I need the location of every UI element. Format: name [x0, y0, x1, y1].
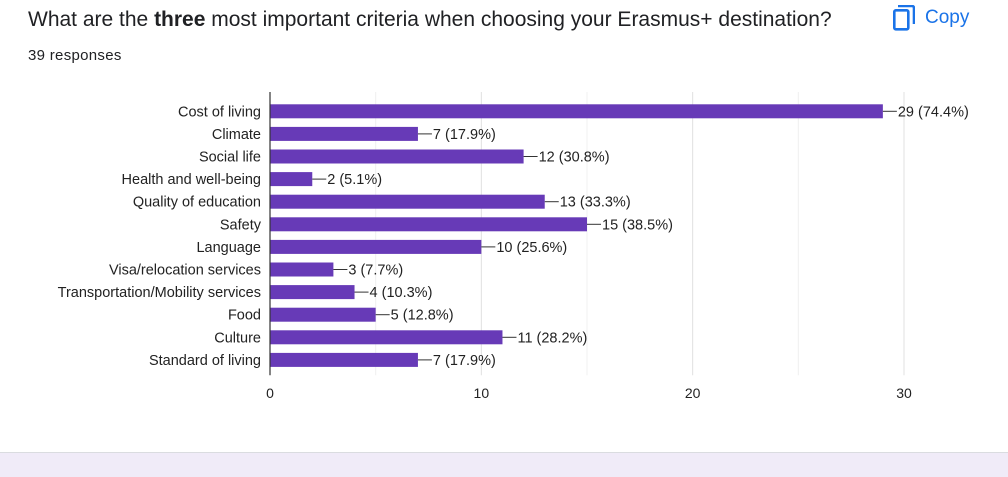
bar-9	[270, 285, 355, 300]
bar-10	[270, 307, 376, 322]
x-tick-label: 20	[685, 385, 701, 401]
question-text-suffix: most important criteria when choosing yo…	[205, 8, 832, 31]
copy-label: Copy	[925, 7, 970, 28]
next-card-edge	[0, 452, 1008, 477]
bar-6	[270, 217, 587, 232]
bar-5	[270, 194, 545, 209]
data-label: 3 (7.7%)	[348, 263, 403, 279]
category-label: Safety	[220, 217, 262, 233]
category-label: Visa/relocation services	[109, 263, 261, 279]
data-label: 5 (12.8%)	[391, 308, 454, 324]
category-label: Cost of living	[178, 104, 261, 120]
category-label: Climate	[212, 127, 261, 143]
bar-12	[270, 352, 418, 367]
data-label: 2 (5.1%)	[327, 172, 382, 188]
category-label: Standard of living	[149, 353, 261, 369]
data-label: 4 (10.3%)	[370, 285, 433, 301]
category-label: Quality of education	[133, 195, 261, 211]
copy-icon	[893, 5, 915, 31]
data-label: 15 (38.5%)	[602, 217, 673, 233]
category-label: Culture	[214, 330, 261, 346]
data-label: 10 (25.6%)	[496, 240, 567, 256]
category-label: Language	[196, 240, 261, 256]
bar-2	[270, 126, 418, 141]
bar-3	[270, 149, 524, 164]
category-label: Health and well-being	[122, 172, 261, 188]
category-label: Social life	[199, 150, 261, 166]
x-tick-label: 30	[896, 385, 912, 401]
response-count: 39 responses	[28, 47, 122, 64]
data-label: 7 (17.9%)	[433, 353, 496, 369]
category-label: Transportation/Mobility services	[58, 285, 261, 301]
bar-11	[270, 330, 503, 345]
bar-7	[270, 239, 482, 254]
data-label: 12 (30.8%)	[539, 150, 610, 166]
data-label: 7 (17.9%)	[433, 127, 496, 143]
response-card: What are the three most important criter…	[28, 4, 970, 402]
bar-chart: Cost of living 29 (74.4%) Climate 7 (17.9%)…	[58, 92, 969, 401]
data-label: 11 (28.2%)	[517, 330, 587, 346]
question-text-prefix: What are the	[28, 8, 155, 31]
bar-1	[270, 104, 883, 119]
bar-8	[270, 262, 334, 277]
x-tick-label: 0	[266, 385, 274, 401]
data-label: 13 (33.3%)	[560, 195, 631, 211]
question-emphasis: three	[154, 8, 206, 31]
category-label: Food	[228, 308, 261, 324]
data-label: 29 (74.4%)	[898, 104, 969, 120]
x-tick-label: 10	[474, 385, 490, 401]
question-title: What are the three most important criter…	[28, 8, 832, 32]
copy-button[interactable]: Copy	[893, 4, 969, 32]
bar-4	[270, 172, 313, 187]
